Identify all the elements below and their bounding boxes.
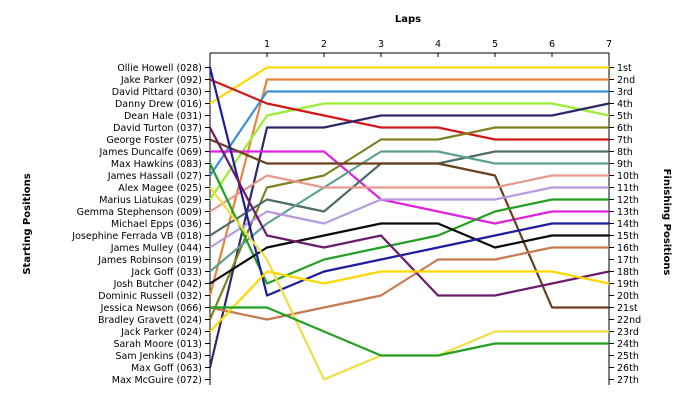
starting-positions-axis: Ollie Howell (028)Jake Parker (092)David… — [71, 63, 210, 386]
x-tick-label: 3 — [378, 39, 384, 50]
finishing-label: 16th — [617, 243, 639, 254]
finishing-label: 18th — [617, 267, 639, 278]
finishing-label: 11th — [617, 183, 639, 194]
finishing-label: 1st — [617, 63, 632, 74]
x-tick-label: 6 — [549, 39, 555, 50]
finishing-label: 19th — [617, 279, 639, 290]
finishing-label: 5th — [617, 111, 633, 122]
finishing-label: 22nd — [617, 315, 641, 326]
x-tick-label: 1 — [264, 39, 270, 50]
starting-label: Jack Goff (033) — [130, 267, 202, 278]
series-line-3 — [208, 90, 611, 177]
starting-label: Jessica Newson (066) — [100, 303, 202, 314]
starting-label: James Robinson (019) — [97, 255, 202, 266]
finishing-label: 20th — [617, 291, 639, 302]
finishing-label: 4th — [617, 99, 633, 110]
finishing-label: 10th — [617, 171, 639, 182]
starting-label: Michael Epps (036) — [111, 219, 202, 230]
series-line-12 — [208, 174, 611, 213]
starting-label: Dominic Russell (032) — [98, 291, 202, 302]
starting-label: Josh Butcher (042) — [113, 279, 202, 290]
finishing-label: 15th — [617, 231, 639, 242]
starting-label: Gemma Stephenson (009) — [77, 207, 202, 218]
finishing-label: 2nd — [617, 75, 635, 86]
starting-label: Max Hawkins (083) — [111, 159, 202, 170]
finishing-label: 23rd — [617, 327, 639, 338]
starting-label: Max McGuire (072) — [112, 375, 202, 386]
starting-label: James Duncalfe (069) — [99, 147, 203, 158]
series-line-2 — [208, 78, 611, 297]
finishing-label: 25th — [617, 351, 639, 362]
starting-label: Josephine Ferrada VB (018) — [71, 231, 202, 242]
x-tick-label: 7 — [606, 39, 612, 50]
series-line-16 — [208, 66, 611, 297]
finishing-label: 6th — [617, 123, 633, 134]
starting-label: Jake Parker (092) — [120, 75, 202, 86]
starting-label: Max Goff (063) — [131, 363, 202, 374]
finishing-label: 14th — [617, 219, 639, 230]
series-line-17 — [208, 246, 611, 321]
finishing-label: 3rd — [617, 87, 633, 98]
series-line-8 — [208, 150, 611, 225]
series-line-18 — [208, 126, 611, 297]
x-axis: 1 2 3 4 5 6 7 — [209, 39, 612, 57]
starting-label: James Mulley (044) — [110, 243, 202, 254]
starting-label: Bradley Gravett (024) — [98, 315, 202, 326]
y-axis-title-right: Finishing Positions — [661, 169, 672, 276]
series-lines — [208, 66, 611, 381]
x-tick-label: 4 — [435, 39, 441, 50]
series-line-1 — [208, 66, 611, 105]
starting-label: Sam Jenkins (043) — [116, 351, 202, 362]
x-tick-label: 2 — [321, 39, 327, 50]
series-line-10 — [208, 150, 611, 273]
finishing-label: 27th — [617, 375, 639, 386]
finishing-label: 13th — [617, 207, 639, 218]
starting-label: Dean Hale (031) — [124, 111, 202, 122]
x-tick-label: 5 — [492, 39, 498, 50]
starting-label: David Turton (037) — [113, 123, 202, 134]
finishing-label: 7th — [617, 135, 633, 146]
series-line-7 — [208, 126, 611, 321]
y-axis-title-left: Starting Positions — [22, 173, 33, 274]
starting-label: George Foster (075) — [106, 135, 202, 146]
finishing-label: 9th — [617, 159, 633, 170]
finishing-label: 8th — [617, 147, 633, 158]
series-line-6 — [208, 102, 611, 369]
starting-label: Jack Parker (024) — [120, 327, 202, 338]
finishing-label: 12th — [617, 195, 639, 206]
starting-label: James Hassall (027) — [107, 171, 202, 182]
series-line-13 — [208, 186, 611, 249]
starting-label: Danny Drew (016) — [115, 99, 202, 110]
starting-label: Alex Magee (025) — [118, 183, 202, 194]
starting-label: Sarah Moore (013) — [113, 339, 202, 350]
starting-label: David Pittard (030) — [112, 87, 202, 98]
series-line-21 — [208, 306, 611, 357]
series-line-15 — [208, 222, 611, 285]
finishing-label: 17th — [617, 255, 639, 266]
plot-frame — [209, 52, 610, 385]
starting-label: Marius Liatukas (029) — [99, 195, 202, 206]
series-line-4 — [208, 102, 611, 201]
finishing-label: 26th — [617, 363, 639, 374]
starting-label: Ollie Howell (028) — [117, 63, 202, 74]
finishing-label: 21st — [617, 303, 638, 314]
series-line-20 — [208, 270, 611, 333]
series-line-5 — [208, 78, 611, 141]
finishing-label: 24th — [617, 339, 639, 350]
x-axis-title: Laps — [395, 14, 421, 25]
finishing-positions-axis: 1st2nd3rd4th5th6th7th8th9th10th11th12th1… — [609, 63, 641, 386]
